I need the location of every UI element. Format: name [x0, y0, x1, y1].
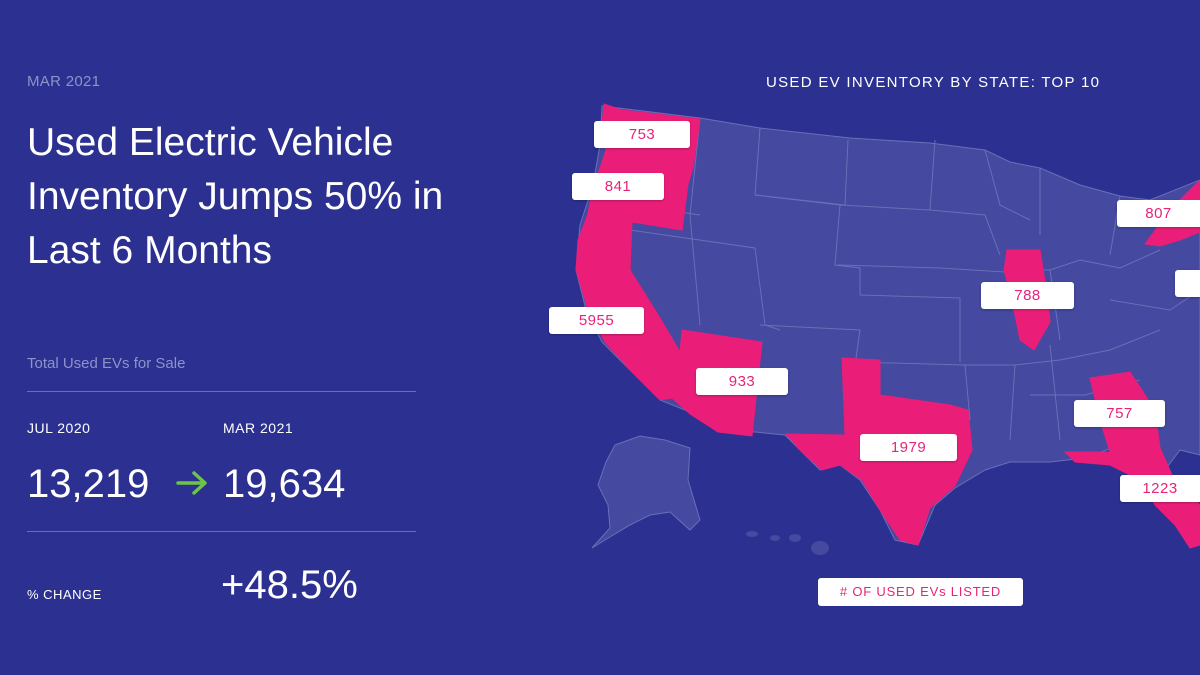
state-florida [1063, 447, 1200, 549]
divider-top [27, 391, 416, 392]
arrow-right-icon [176, 471, 207, 495]
from-value: 13,219 [27, 462, 150, 506]
badge-michigan: 807 [1117, 200, 1200, 227]
summary-panel: MAR 2021 Used Electric Vehicle Inventory… [27, 0, 443, 675]
badge-texas: 1979 [860, 434, 957, 461]
badge-oregon: 841 [572, 173, 664, 200]
headline: Used Electric Vehicle Inventory Jumps 50… [27, 121, 444, 272]
badge-california: 5955 [549, 307, 644, 334]
change-label: % CHANGE [27, 587, 102, 602]
subhead: Total Used EVs for Sale [27, 355, 186, 372]
to-label: MAR 2021 [223, 420, 294, 436]
badge-arizona: 933 [696, 368, 788, 395]
map-title: USED EV INVENTORY BY STATE: TOP 10 [766, 74, 1101, 91]
badge-washington: 753 [594, 121, 690, 148]
badge-georgia: 757 [1074, 400, 1165, 427]
to-value: 19,634 [223, 462, 346, 506]
report-date: MAR 2021 [27, 73, 101, 90]
divider-bottom [27, 531, 416, 532]
map-legend: # OF USED EVs LISTED [818, 578, 1023, 606]
alaska [591, 435, 701, 549]
hawaii [746, 531, 829, 555]
badge-illinois: 788 [981, 282, 1074, 309]
from-label: JUL 2020 [27, 420, 91, 436]
change-value: +48.5% [221, 563, 358, 607]
badge-florida: 1223 [1120, 475, 1200, 502]
badge-offscreen [1175, 270, 1200, 297]
